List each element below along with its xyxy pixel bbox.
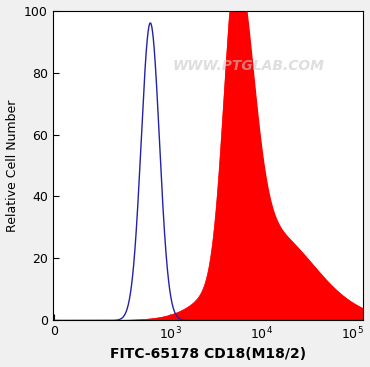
Text: WWW.PTGLAB.COM: WWW.PTGLAB.COM xyxy=(172,59,324,73)
Y-axis label: Relative Cell Number: Relative Cell Number xyxy=(6,99,18,232)
X-axis label: FITC-65178 CD18(M18/2): FITC-65178 CD18(M18/2) xyxy=(110,348,306,361)
